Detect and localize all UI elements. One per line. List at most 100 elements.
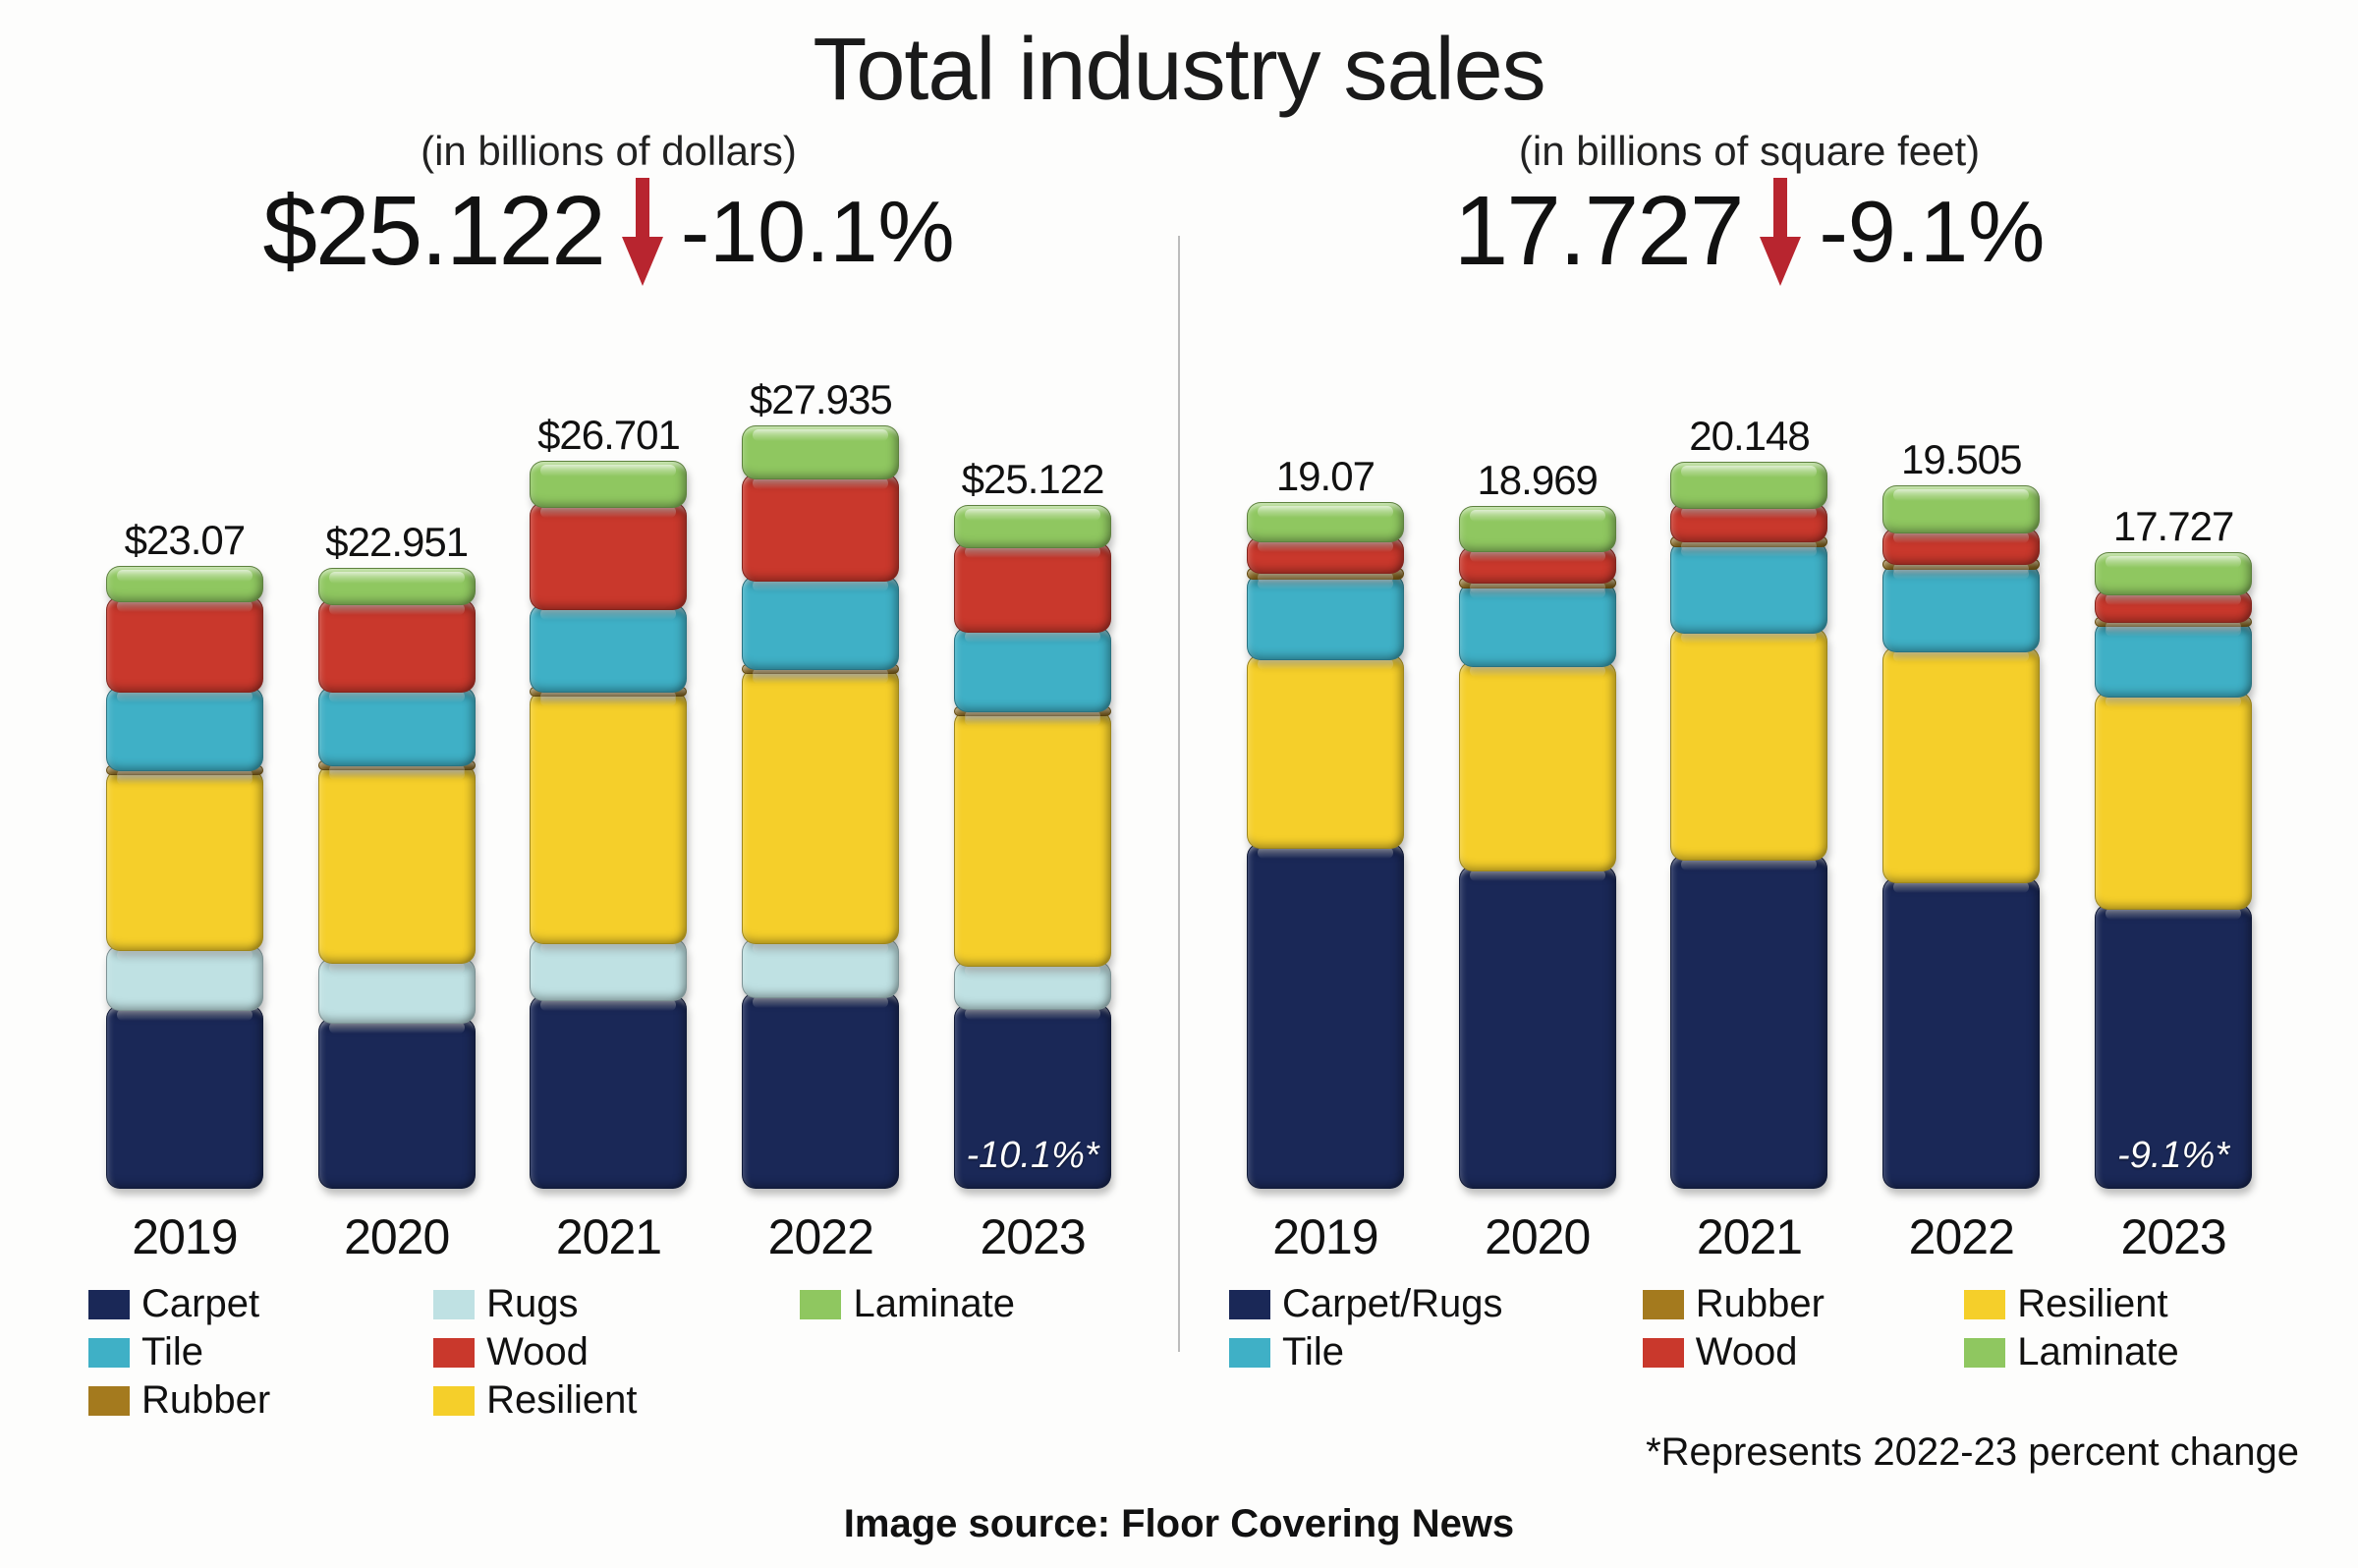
bar-stack (530, 467, 687, 1189)
bar-segment-laminate (954, 505, 1111, 547)
bar-segment-tile (954, 627, 1111, 712)
legend-swatch (1964, 1290, 2005, 1319)
axis-year-label: 2022 (1873, 1208, 2049, 1265)
bar-segment-laminate (1459, 506, 1616, 552)
bar-stack (1459, 512, 1616, 1189)
bar-segment-tile (1882, 564, 2040, 652)
bar-segment-tile (742, 576, 899, 670)
bar-stack: -9.1%* (2095, 558, 2252, 1189)
bar-segment-wood (106, 596, 263, 694)
bar-segment-wood (318, 599, 476, 694)
bar-segment-laminate (1247, 502, 1404, 542)
x-axis: 20192020202120222023 (1219, 1208, 2279, 1265)
legend-swatch (1643, 1338, 1684, 1368)
axis-year-label: 2019 (1237, 1208, 1414, 1265)
legend-label: Laminate (2017, 1330, 2179, 1374)
arrow-down-icon (1760, 178, 1801, 286)
bar-segment-tile (1247, 574, 1404, 660)
bar-segment-resilient (954, 710, 1111, 967)
bar-column: $26.701 (520, 412, 697, 1189)
bar-segment-resilient (1459, 661, 1616, 871)
bar-total-label: $23.07 (125, 517, 245, 564)
bar-total-label: $27.935 (750, 376, 892, 423)
legend: CarpetTileRubberRugsWoodResilientLaminat… (88, 1282, 1149, 1423)
legend-item-carpet: Carpet (88, 1282, 404, 1326)
bar-stack (742, 431, 899, 1189)
bar-column: $25.122 -10.1%* (944, 456, 1121, 1189)
bar-total-label: 19.505 (1901, 436, 2021, 483)
bar-inline-label: -10.1%* (954, 1135, 1111, 1177)
bar-segment-tile (106, 687, 263, 771)
bar-segment-resilient (106, 769, 263, 952)
legend-swatch (433, 1338, 475, 1368)
bar-inline-label: -9.1%* (2095, 1135, 2252, 1177)
legend-swatch (1643, 1290, 1684, 1319)
bar-segment-rugs (106, 945, 263, 1011)
bar-total-label: 17.727 (2113, 503, 2233, 550)
legend: Carpet/RugsTile RubberWood ResilientLamina… (1229, 1282, 2289, 1374)
legend-label: Wood (486, 1330, 589, 1374)
legend-swatch (1964, 1338, 2005, 1368)
legend-item-resilient: Resilient (433, 1378, 770, 1423)
bar-total-label: $25.122 (962, 456, 1104, 503)
footnote-text: *Represents 2022-23 percent change (1646, 1430, 2299, 1475)
bar-total-label: 20.148 (1689, 413, 1809, 460)
bar-segment-laminate (742, 425, 899, 479)
legend-label: Rugs (486, 1282, 578, 1326)
bar-segment-laminate (1670, 462, 1827, 509)
legend-label: Resilient (2017, 1282, 2167, 1326)
bar-segment-tile (318, 687, 476, 766)
legend-swatch (1229, 1290, 1270, 1319)
bar-column: 17.727 -9.1%* (2085, 503, 2262, 1189)
bar-column: 18.969 (1449, 457, 1626, 1189)
bar-stack: -10.1%* (954, 511, 1111, 1189)
axis-year-label: 2022 (732, 1208, 909, 1265)
bar-total-label: $26.701 (537, 412, 680, 459)
axis-year-label: 2023 (944, 1208, 1121, 1265)
bar-segment-tile (530, 604, 687, 693)
legend-item-resilient: Resilient (1964, 1282, 2289, 1326)
kpi-pct: -9.1% (1819, 182, 2045, 282)
bar-total-label: 19.07 (1276, 453, 1375, 500)
bar-segment-carpet (1459, 866, 1616, 1189)
bar-segment-wood (954, 542, 1111, 634)
bar-segment-wood (530, 502, 687, 610)
bar-segment-tile (1459, 583, 1616, 667)
kpi-pct: -10.1% (681, 182, 955, 282)
bar-segment-carpet (318, 1018, 476, 1189)
bar-segment-carpet (106, 1005, 263, 1189)
bar-stack (1882, 491, 2040, 1189)
legend-item-rubber: Rubber (1643, 1282, 1935, 1326)
legend-label: Tile (1282, 1330, 1344, 1374)
chart-area: 19.07 18.969 20.148 19.505 17.727 -9.1%* (1219, 305, 2279, 1189)
legend-item-rugs: Rugs (433, 1282, 770, 1326)
legend-item-rubber: Rubber (88, 1378, 404, 1423)
bar-column: $27.935 (732, 376, 909, 1189)
axis-year-label: 2019 (96, 1208, 273, 1265)
bar-segment-rugs (530, 938, 687, 1001)
bar-segment-rugs (742, 938, 899, 998)
legend-label: Resilient (486, 1378, 637, 1423)
legend-label: Rubber (141, 1378, 270, 1423)
bar-segment-laminate (530, 461, 687, 508)
bar-stack (1247, 508, 1404, 1189)
bar-stack (318, 574, 476, 1189)
legend-label: Laminate (853, 1282, 1015, 1326)
bar-segment-laminate (106, 566, 263, 602)
bar-segment-rugs (318, 958, 476, 1024)
legend-swatch (88, 1338, 130, 1368)
bar-segment-resilient (2095, 692, 2252, 910)
chart-area: $23.07$22.951$26.701$27.935$25.122-10.1%… (79, 305, 1139, 1189)
bar-segment-carpet (1670, 855, 1827, 1189)
legend-item-laminate: Laminate (1964, 1330, 2289, 1374)
bar-segment-laminate (318, 568, 476, 605)
bar-segment-tile (1670, 541, 1827, 634)
legend-swatch (433, 1290, 475, 1319)
bar-segment-laminate (1882, 485, 2040, 532)
legend-item-wood: Wood (433, 1330, 770, 1374)
panels-container: (in billions of dollars) $25.122 -10.1% $2… (49, 128, 2309, 1509)
bar-segment-resilient (1882, 646, 2040, 883)
unit-label: (in billions of dollars) (49, 128, 1168, 175)
legend-item-carpet: Carpet/Rugs (1229, 1282, 1613, 1326)
legend-item-wood: Wood (1643, 1330, 1935, 1374)
